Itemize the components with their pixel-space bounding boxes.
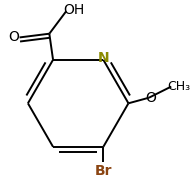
Text: Br: Br <box>95 164 112 178</box>
Text: O: O <box>9 30 19 44</box>
Text: CH₃: CH₃ <box>167 80 190 93</box>
Text: O: O <box>145 91 156 105</box>
Text: N: N <box>97 51 109 65</box>
Text: OH: OH <box>63 2 84 17</box>
